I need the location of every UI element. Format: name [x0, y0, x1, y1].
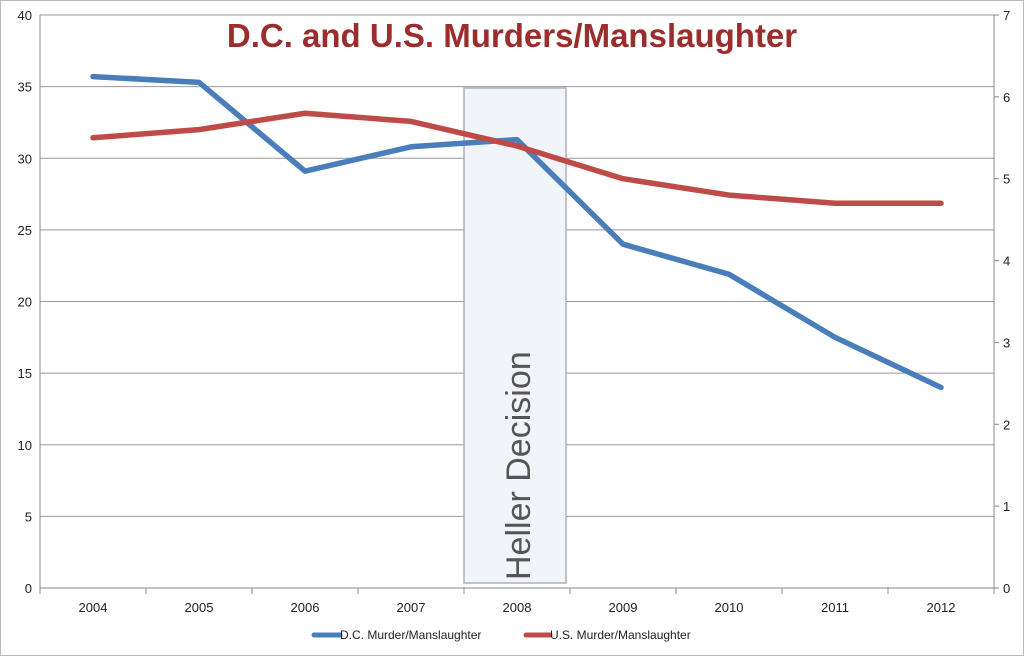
heller-decision-annotation: Heller Decision: [463, 87, 567, 584]
series-lines: [90, 73, 944, 391]
y-right-tick-label: 4: [1003, 254, 1010, 269]
y-right-tick-label: 1: [1003, 499, 1010, 514]
y-right-tick-label: 3: [1003, 335, 1010, 350]
y-left-tick-label: 30: [18, 151, 32, 166]
chart-title: D.C. and U.S. Murders/Manslaughter: [227, 17, 797, 54]
x-tick-label: 2009: [609, 600, 638, 615]
y-right-tick-label: 5: [1003, 172, 1010, 187]
y-left-tick-label: 20: [18, 295, 32, 310]
x-tick-label: 2005: [185, 600, 214, 615]
y-left-tick-label: 35: [18, 80, 32, 95]
legend-label-dc: D.C. Murder/Manslaughter: [340, 628, 481, 642]
y-left-tick-label: 10: [18, 438, 32, 453]
y-left-tick-label: 5: [25, 509, 32, 524]
x-tick-label: 2010: [715, 600, 744, 615]
x-tick-label: 2008: [503, 600, 532, 615]
y-right-tick-label: 2: [1003, 417, 1010, 432]
legend: D.C. Murder/Manslaughter U.S. Murder/Man…: [311, 628, 691, 642]
legend-label-us: U.S. Murder/Manslaughter: [550, 628, 691, 642]
y-left-tick-label: 0: [25, 581, 32, 596]
x-tick-label: 2011: [821, 600, 849, 615]
y-right-tick-label: 6: [1003, 90, 1010, 105]
annotation-label: Heller Decision: [500, 351, 538, 580]
y-left-tick-label: 15: [18, 366, 32, 381]
x-tick-label: 2006: [291, 600, 320, 615]
axes: 0 5 10 15 20 25 30 35 40 0 1 2 3 4 5 6 7 2004 2005 2006 2007…: [18, 8, 1011, 615]
y-left-tick-label: 40: [18, 8, 32, 23]
x-tick-label: 2012: [927, 600, 956, 615]
y-right-tick-label: 0: [1003, 581, 1010, 596]
y-left-tick-label: 25: [18, 223, 32, 238]
x-tick-label: 2007: [397, 600, 426, 615]
y-right-tick-label: 7: [1003, 8, 1010, 23]
x-tick-label: 2004: [79, 600, 108, 615]
